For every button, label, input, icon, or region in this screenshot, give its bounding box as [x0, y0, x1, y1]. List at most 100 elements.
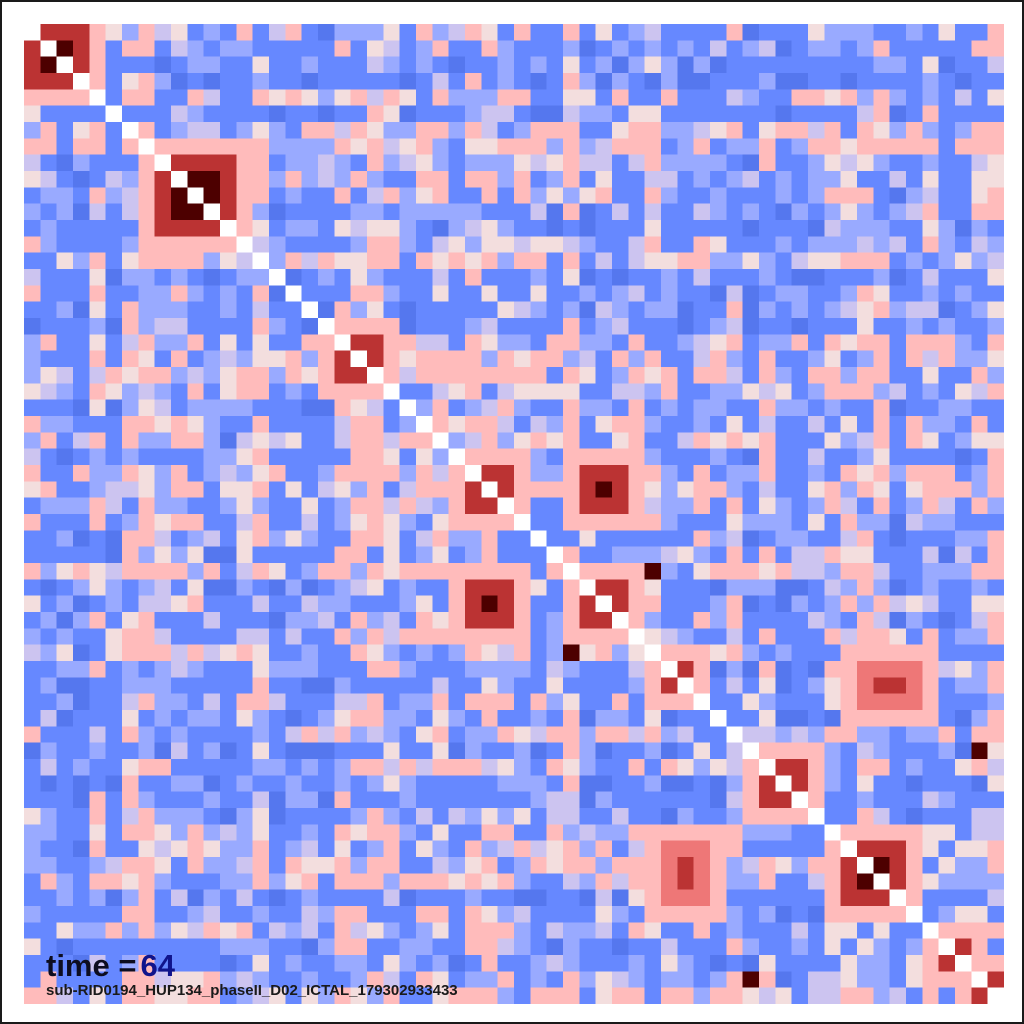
heatmap-cell [808, 628, 825, 646]
heatmap-cell [399, 171, 417, 188]
heatmap-cell [318, 220, 335, 237]
heatmap-cell [367, 448, 384, 466]
heatmap-cell [89, 530, 107, 548]
heatmap-cell [595, 171, 613, 188]
heatmap-cell [759, 301, 776, 319]
heatmap-cell [481, 759, 499, 776]
heatmap-cell [187, 579, 205, 597]
heatmap-cell [465, 122, 482, 139]
heatmap-cell [546, 906, 564, 923]
heatmap-cell [56, 595, 74, 613]
heatmap-cell [987, 203, 1004, 221]
heatmap-cell [530, 759, 548, 776]
heatmap-cell [56, 987, 74, 1004]
heatmap-cell [857, 840, 874, 858]
heatmap-cell [432, 644, 450, 662]
heatmap-cell [367, 350, 384, 368]
heatmap-cell [138, 252, 156, 270]
heatmap-cell [579, 628, 597, 646]
heatmap-cell [465, 971, 482, 989]
heatmap-cell [236, 105, 254, 123]
heatmap-cell [595, 955, 613, 972]
heatmap-cell [154, 203, 172, 221]
heatmap-cell [808, 465, 825, 482]
heatmap-cell [252, 955, 270, 972]
heatmap-cell [759, 857, 776, 874]
heatmap-cell [367, 922, 384, 940]
heatmap-cell [759, 40, 776, 58]
heatmap-cell [416, 24, 433, 41]
heatmap-cell [775, 73, 793, 90]
heatmap-cell [73, 938, 90, 956]
heatmap-cell [154, 579, 172, 597]
heatmap-cell [677, 759, 695, 776]
heatmap-cell [595, 187, 613, 205]
heatmap-cell [971, 808, 989, 825]
heatmap-cell [922, 857, 940, 874]
heatmap-cell [889, 514, 907, 531]
heatmap-cell [595, 89, 613, 107]
heatmap-cell [269, 203, 286, 221]
heatmap-cell [857, 889, 874, 907]
heatmap-cell [546, 301, 564, 319]
heatmap-cell [203, 579, 221, 597]
heatmap-cell [595, 514, 613, 531]
heatmap-cell [24, 873, 41, 891]
heatmap-cell [416, 448, 433, 466]
heatmap-cell [448, 465, 466, 482]
heatmap-cell [644, 530, 662, 548]
heatmap-cell [432, 138, 450, 156]
heatmap-cell [530, 171, 548, 188]
heatmap-cell [24, 742, 41, 760]
heatmap-cell [808, 791, 825, 809]
heatmap-cell [546, 236, 564, 254]
heatmap-cell [105, 530, 123, 548]
heatmap-cell [873, 465, 891, 482]
heatmap-cell [563, 318, 580, 335]
heatmap-cell [465, 367, 482, 384]
heatmap-cell [269, 726, 286, 744]
heatmap-cell [416, 824, 433, 842]
heatmap-cell [383, 367, 401, 384]
heatmap-cell [350, 840, 368, 858]
heatmap-cell [530, 906, 548, 923]
heatmap-cell [56, 383, 74, 401]
heatmap-cell [628, 710, 646, 727]
heatmap-cell [710, 987, 727, 1004]
heatmap-cell [628, 775, 646, 793]
heatmap-cell [530, 236, 548, 254]
heatmap-cell [922, 399, 940, 417]
heatmap-cell [350, 73, 368, 90]
heatmap-cell [154, 873, 172, 891]
heatmap-cell [73, 448, 90, 466]
heatmap-cell [742, 987, 760, 1004]
heatmap-cell [906, 873, 923, 891]
heatmap-cell [56, 808, 74, 825]
heatmap-cell [987, 171, 1004, 188]
heatmap-cell [628, 285, 646, 303]
heatmap-cell [644, 318, 662, 335]
heatmap-cell [612, 514, 629, 531]
heatmap-cell [481, 318, 499, 335]
heatmap-cell [40, 432, 58, 450]
heatmap-cell [514, 252, 531, 270]
heatmap-cell [808, 938, 825, 956]
heatmap-cell [301, 938, 319, 956]
heatmap-cell [530, 726, 548, 744]
heatmap-cell [56, 530, 74, 548]
heatmap-cell [791, 840, 809, 858]
heatmap-cell [367, 399, 384, 417]
heatmap-cell [40, 465, 58, 482]
heatmap-cell [955, 530, 972, 548]
heatmap-cell [546, 628, 564, 646]
heatmap-cell [840, 367, 858, 384]
heatmap-cell [432, 236, 450, 254]
heatmap-cell [399, 661, 417, 678]
heatmap-cell [285, 350, 303, 368]
heatmap-cell [906, 775, 923, 793]
heatmap-cell [318, 56, 335, 74]
heatmap-cell [171, 791, 188, 809]
heatmap-cell [530, 318, 548, 335]
heatmap-cell [481, 73, 499, 90]
heatmap-cell [546, 122, 564, 139]
